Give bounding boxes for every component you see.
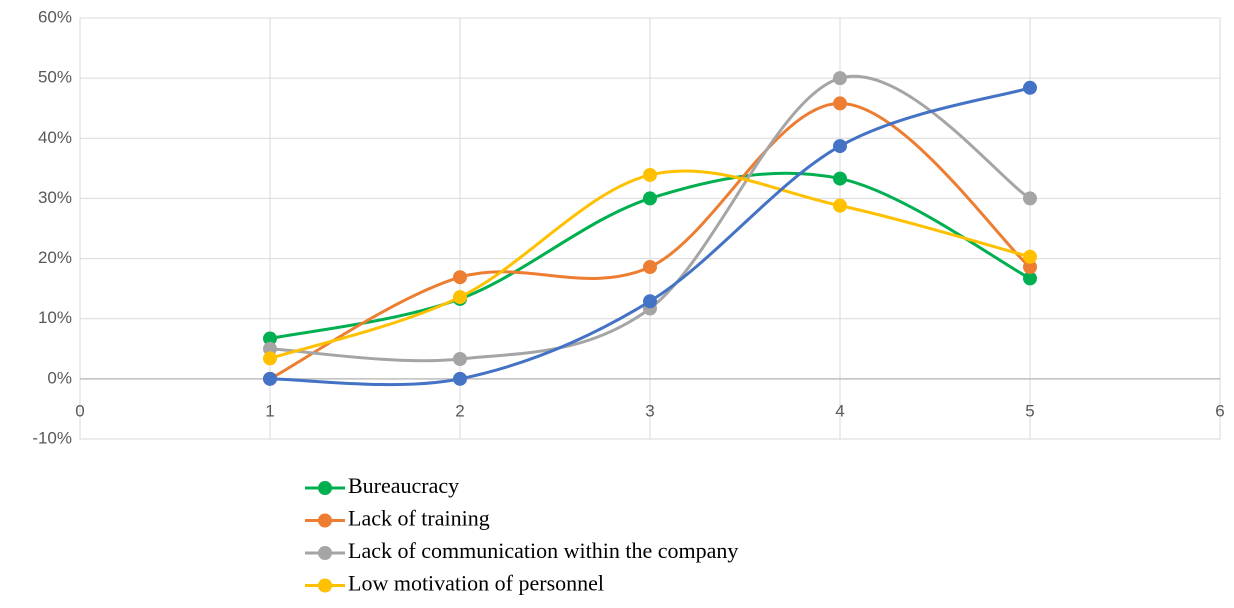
point <box>1023 80 1037 95</box>
point <box>833 96 847 111</box>
legend-marker <box>318 546 332 560</box>
legend-label: Bureaucracy <box>348 473 459 498</box>
point <box>453 290 467 305</box>
point <box>1023 259 1037 274</box>
point <box>643 259 657 274</box>
point <box>643 191 657 206</box>
point <box>833 198 847 213</box>
y-tick-label: -10% <box>32 428 72 447</box>
x-tick-label: 1 <box>265 401 274 420</box>
x-tick-label: 6 <box>1215 401 1224 420</box>
legend-label: Low motivation of personnel <box>348 571 604 596</box>
series-line <box>269 74 1031 363</box>
y-tick-label: 60% <box>38 7 72 26</box>
y-tick-label: 40% <box>38 128 72 147</box>
series-line <box>269 101 1031 381</box>
legend-label: Lack of communication within the company <box>348 538 738 563</box>
point <box>263 341 277 356</box>
point <box>453 371 467 386</box>
legend-label: Lack of training <box>348 506 490 531</box>
point <box>643 167 657 182</box>
point <box>1023 191 1037 206</box>
point <box>453 352 467 367</box>
point <box>643 294 657 309</box>
point <box>833 71 847 86</box>
legend-marker <box>318 513 332 528</box>
point <box>833 139 847 154</box>
point <box>263 351 277 366</box>
y-tick-label: 30% <box>38 188 72 207</box>
point <box>833 171 847 186</box>
point <box>263 371 277 386</box>
point <box>453 270 467 285</box>
y-tick-label: 0% <box>47 368 72 387</box>
point <box>1023 249 1037 264</box>
x-tick-label: 5 <box>1025 401 1034 420</box>
legend-marker <box>318 578 332 593</box>
x-tick-label: 3 <box>645 401 654 420</box>
legend-marker <box>318 481 332 495</box>
x-tick-label: 4 <box>835 401 844 420</box>
y-tick-label: 50% <box>38 68 72 87</box>
x-tick-label: 2 <box>455 401 464 420</box>
y-tick-label: 10% <box>38 308 72 327</box>
x-tick-label: 0 <box>75 401 84 420</box>
point <box>1023 271 1037 286</box>
point <box>263 331 277 346</box>
y-tick-label: 20% <box>38 248 72 267</box>
